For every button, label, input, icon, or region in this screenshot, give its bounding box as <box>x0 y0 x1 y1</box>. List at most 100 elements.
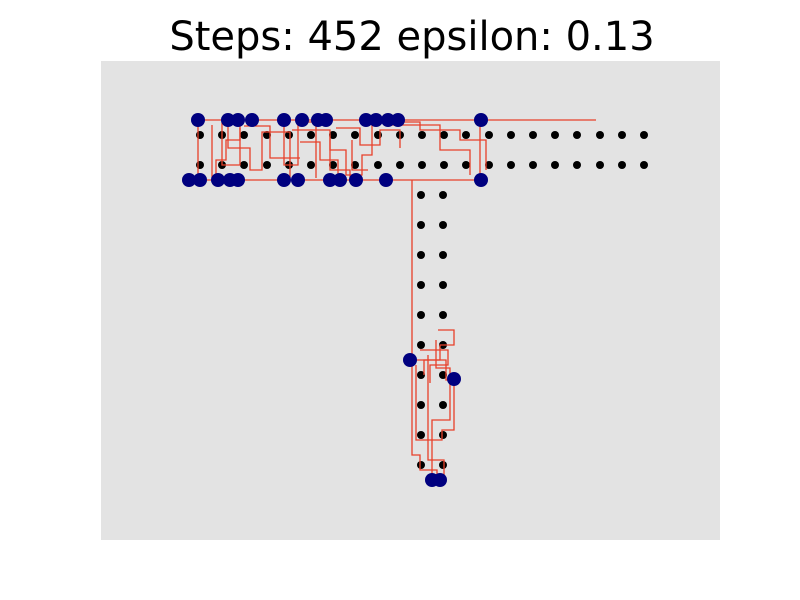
hit-marker <box>221 113 235 127</box>
hit-marker <box>231 173 245 187</box>
hit-marker <box>349 173 363 187</box>
track-dot <box>196 161 204 169</box>
hit-marker <box>245 113 259 127</box>
hit-marker <box>379 173 393 187</box>
track-dot <box>374 131 382 139</box>
path-segment <box>221 122 241 166</box>
path-segment <box>431 340 451 478</box>
track-dot <box>329 131 337 139</box>
hit-marker <box>211 173 225 187</box>
track-dot <box>596 161 604 169</box>
path-segment <box>420 349 449 383</box>
track-dot <box>439 461 447 469</box>
track-dot <box>417 431 425 439</box>
track-dot <box>440 161 448 169</box>
track-dot <box>263 161 271 169</box>
track-dot <box>573 131 581 139</box>
track-dot <box>529 131 537 139</box>
track-dot <box>240 131 248 139</box>
track-dot <box>618 131 626 139</box>
hit-marker <box>447 372 461 386</box>
hit-marker <box>369 113 383 127</box>
path-segment <box>336 127 401 148</box>
track-dot <box>196 131 204 139</box>
track-dot <box>417 401 425 409</box>
path-segment <box>227 120 291 178</box>
track-dot <box>440 131 448 139</box>
hit-marker <box>182 173 196 187</box>
plot-panel <box>101 61 720 540</box>
track-dot <box>417 281 425 289</box>
track-dot <box>439 191 447 199</box>
track-dot <box>485 131 493 139</box>
track-dot <box>507 161 515 169</box>
track-dot <box>263 131 271 139</box>
track-dot <box>462 131 470 139</box>
track-dot <box>307 161 315 169</box>
hit-marker <box>403 353 417 367</box>
track-dot <box>417 251 425 259</box>
hit-marker <box>359 113 373 127</box>
track-dots <box>196 131 648 469</box>
path-segment <box>215 128 241 180</box>
path-segment <box>351 140 368 171</box>
track-dot <box>573 161 581 169</box>
track-dot <box>307 131 315 139</box>
track-dot <box>439 311 447 319</box>
track-dot <box>351 131 359 139</box>
track-dot <box>396 161 404 169</box>
track-dot <box>374 161 382 169</box>
track-dot <box>507 131 515 139</box>
track-dot <box>485 161 493 169</box>
track-dot <box>551 161 559 169</box>
track-dot <box>640 131 648 139</box>
track-dot <box>596 131 604 139</box>
track-dot <box>418 161 426 169</box>
track-dot <box>462 161 470 169</box>
hit-marker <box>474 113 488 127</box>
hit-marker <box>193 173 207 187</box>
path-segment <box>360 121 487 170</box>
track-dot <box>351 161 359 169</box>
track-dot <box>417 341 425 349</box>
hit-marker <box>323 173 337 187</box>
hit-marker <box>319 113 333 127</box>
hit-marker <box>391 113 405 127</box>
path-segment <box>300 141 339 178</box>
track-dot <box>439 431 447 439</box>
path-segment <box>244 125 300 159</box>
track-dot <box>529 161 537 169</box>
agent-path <box>189 119 596 480</box>
title: Steps: 452 epsilon: 0.13 <box>169 14 655 60</box>
track-dot <box>417 371 425 379</box>
track-dot <box>618 161 626 169</box>
track-dot <box>418 131 426 139</box>
collision-markers <box>182 113 488 487</box>
hit-marker <box>277 113 291 127</box>
hit-marker <box>231 113 245 127</box>
path-segment <box>415 365 455 441</box>
track-dot <box>417 311 425 319</box>
track-dot <box>551 131 559 139</box>
track-dot <box>417 221 425 229</box>
hit-marker <box>191 113 205 127</box>
track-dot <box>417 461 425 469</box>
track-dot <box>285 131 293 139</box>
hit-marker <box>333 173 347 187</box>
hit-marker <box>433 473 447 487</box>
track-dot <box>640 161 648 169</box>
track-dot <box>417 191 425 199</box>
path-segment <box>427 355 445 478</box>
hit-marker <box>291 173 305 187</box>
hit-marker <box>474 173 488 187</box>
hit-marker <box>295 113 309 127</box>
track-dot <box>329 161 337 169</box>
track-dot <box>439 371 447 379</box>
hit-marker <box>381 113 395 127</box>
path-segment <box>329 135 351 180</box>
track-dot <box>240 161 248 169</box>
path-segment <box>411 180 438 480</box>
track-dot <box>439 221 447 229</box>
hit-marker <box>277 173 291 187</box>
